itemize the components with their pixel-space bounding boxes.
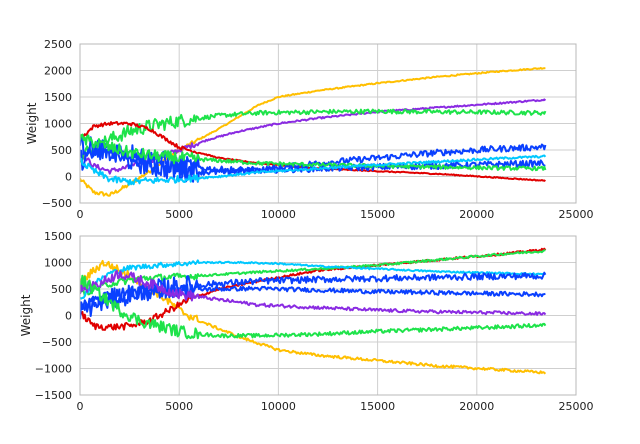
y-tick-label: 0	[65, 310, 72, 323]
series-line-3	[80, 249, 546, 297]
y-tick-label: 1500	[44, 91, 72, 104]
x-tick-label: 25000	[559, 400, 594, 413]
series-line-1	[80, 259, 547, 375]
x-tick-label: 15000	[360, 400, 395, 413]
x-tick-label: 0	[77, 208, 84, 221]
series-line-3	[80, 108, 547, 163]
series-line-7	[80, 133, 547, 172]
bottom-panel: 0 5000 10000 15000 20000 25000 −1500 −1000 −500 0…	[19, 230, 594, 413]
plot-frame	[79, 235, 577, 396]
series-line-8	[80, 154, 547, 186]
y-tick-label: −500	[42, 197, 72, 210]
y-tick-label: −500	[42, 336, 72, 349]
series-line-8	[80, 274, 547, 340]
x-tick-label: 0	[77, 400, 84, 413]
y-tick-label: 1500	[44, 230, 72, 243]
x-tick-label: 15000	[360, 208, 395, 221]
x-tick-label: 10000	[261, 400, 296, 413]
y-tick-label: 500	[51, 283, 72, 296]
x-tick-label: 5000	[165, 400, 193, 413]
series-line-4	[80, 259, 546, 300]
y-axis-label: Weight	[19, 294, 33, 336]
x-tick-label: 20000	[459, 400, 494, 413]
y-tick-label: −1500	[35, 389, 72, 402]
plot-frame	[79, 43, 577, 204]
x-tick-label: 10000	[261, 208, 296, 221]
y-tick-label: 2000	[44, 65, 72, 78]
y-tick-label: 2500	[44, 38, 72, 51]
series-line-6	[80, 282, 546, 311]
y-tick-label: 500	[51, 144, 72, 157]
x-tick-label: 20000	[459, 208, 494, 221]
series-line-7	[80, 269, 547, 316]
x-tick-label: 5000	[165, 208, 193, 221]
x-tick-label: 25000	[559, 208, 594, 221]
y-tick-label: 0	[65, 171, 72, 184]
y-tick-label: 1000	[44, 118, 72, 131]
y-tick-label: 1000	[44, 257, 72, 270]
top-panel: 0 5000 10000 15000 20000 25000 −500 0 500 1000 150…	[25, 38, 594, 221]
y-axis-label: Weight	[25, 102, 39, 144]
y-tick-label: −1000	[35, 363, 72, 376]
